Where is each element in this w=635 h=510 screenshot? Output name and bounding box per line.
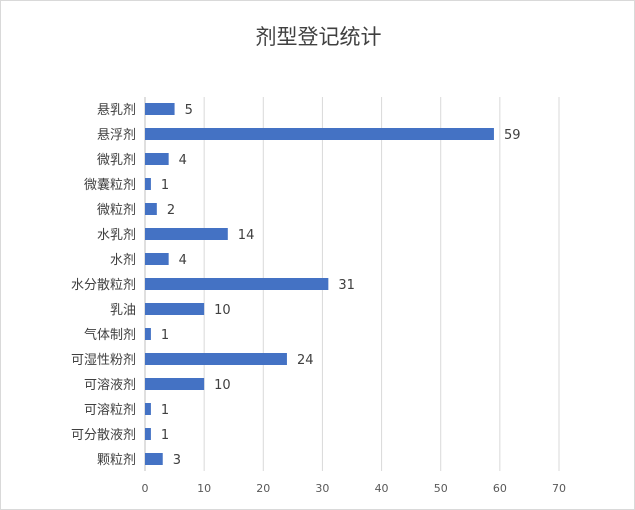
category-label: 颗粒剂 [97, 453, 136, 468]
x-tick-label: 30 [315, 482, 329, 495]
x-tick-label: 50 [434, 482, 448, 495]
data-label: 1 [161, 403, 169, 418]
data-label: 24 [297, 353, 314, 368]
bar [145, 328, 151, 340]
data-label: 3 [173, 453, 181, 468]
bar [145, 378, 205, 390]
category-label: 悬乳剂 [97, 103, 136, 118]
category-label: 气体制剂 [84, 327, 136, 343]
data-label: 2 [167, 203, 175, 218]
data-label: 1 [161, 428, 169, 443]
bar [145, 203, 157, 215]
bar [145, 128, 494, 140]
data-label: 4 [179, 153, 187, 168]
bar [145, 153, 169, 165]
x-tick-label: 70 [552, 482, 566, 495]
data-label: 1 [161, 178, 169, 193]
category-label: 可分散液剂 [71, 428, 136, 443]
bar [145, 103, 175, 115]
x-tick-label: 20 [256, 482, 270, 495]
bar [145, 428, 151, 440]
bar [145, 303, 205, 315]
category-label: 乳油 [110, 303, 136, 318]
bar [145, 453, 163, 465]
chart-title: 剂型登记统计 [255, 25, 382, 49]
bar [145, 253, 169, 265]
data-label: 4 [179, 253, 187, 268]
bar [145, 278, 329, 290]
category-label: 悬浮剂 [97, 128, 136, 143]
x-tick-label: 10 [197, 482, 211, 495]
x-tick-label: 0 [142, 482, 149, 495]
data-label: 59 [504, 128, 521, 143]
bar [145, 403, 151, 415]
category-label: 微乳剂 [97, 153, 136, 168]
bar [145, 228, 228, 240]
category-label: 可湿性粉剂 [71, 353, 136, 368]
data-label: 5 [185, 103, 193, 118]
x-tick-label: 40 [375, 482, 389, 495]
category-label: 水乳剂 [97, 228, 136, 243]
category-label: 水分散粒剂 [71, 278, 136, 293]
data-label: 10 [214, 378, 231, 393]
category-label: 微囊粒剂 [84, 177, 136, 193]
category-label: 水剂 [110, 253, 136, 268]
category-label: 可溶粒剂 [84, 403, 136, 418]
x-tick-label: 60 [493, 482, 507, 495]
data-label: 14 [238, 228, 255, 243]
bar [145, 178, 151, 190]
data-label: 10 [214, 303, 231, 318]
data-label: 1 [161, 328, 169, 343]
bar [145, 353, 287, 365]
category-label: 微粒剂 [97, 203, 136, 218]
data-label: 31 [338, 278, 355, 293]
category-label: 可溶液剂 [84, 378, 136, 393]
